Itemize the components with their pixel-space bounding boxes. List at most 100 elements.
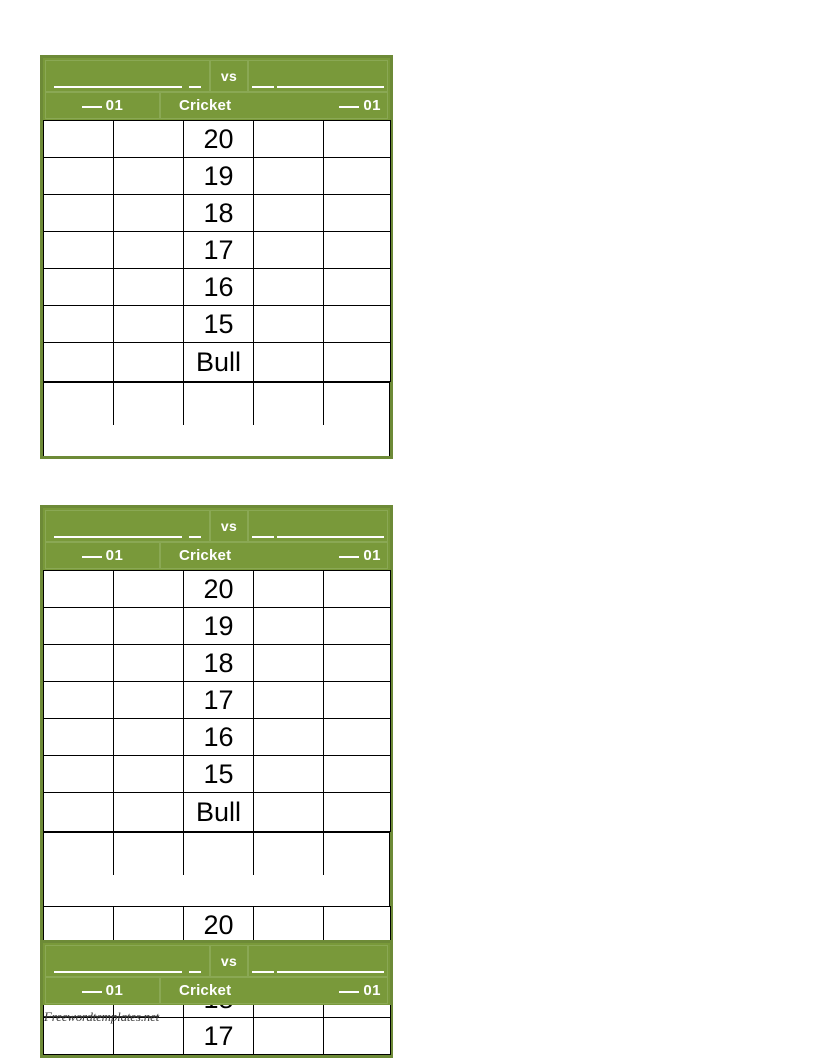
mark-cell-p2-a[interactable] (253, 644, 324, 682)
totals-divider-3 (253, 833, 254, 875)
mark-cell-p2-b[interactable] (323, 305, 391, 343)
mark-cell-p2-a[interactable] (253, 718, 324, 756)
mark-cell-p1-b[interactable] (113, 231, 184, 269)
scorecard-header: vs 01 Cricket 01 (43, 943, 390, 1005)
mark-cell-p1-a[interactable] (43, 305, 114, 343)
player-left-name-field[interactable] (45, 510, 210, 542)
mark-cell-p1-b[interactable] (113, 644, 184, 682)
mark-cell-p1-b[interactable] (113, 120, 184, 158)
cricket-grid-body: 20 19 18 17 (43, 570, 391, 832)
mark-cell-p2-a[interactable] (253, 906, 324, 944)
mark-cell-p1-a[interactable] (43, 570, 114, 608)
mark-cell-p2-a[interactable] (253, 792, 324, 832)
score-right-label: 01 (339, 97, 381, 114)
mark-cell-p1-a[interactable] (43, 906, 114, 944)
mark-cell-p2-a[interactable] (253, 305, 324, 343)
score-left-label: 01 (81, 547, 124, 564)
player-right-name-field[interactable] (248, 945, 388, 977)
game-name-label: Cricket (179, 547, 232, 564)
mark-cell-p1-a[interactable] (43, 342, 114, 382)
mark-cell-p2-b[interactable] (323, 342, 391, 382)
mark-cell-p1-a[interactable] (43, 644, 114, 682)
mark-cell-p2-a[interactable] (253, 570, 324, 608)
table-row: 16 (43, 268, 391, 306)
player-right-extra-line (252, 86, 274, 88)
mark-cell-p2-b[interactable] (323, 755, 391, 793)
mark-cell-p1-b[interactable] (113, 906, 184, 944)
mark-cell-p1-b[interactable] (113, 157, 184, 195)
table-row: 17 (43, 1017, 391, 1055)
table-row: Bull (43, 342, 391, 382)
mark-cell-p1-a[interactable] (43, 157, 114, 195)
score-left-cell[interactable]: 01 (45, 542, 160, 569)
target-label: 18 (183, 194, 254, 232)
mark-cell-p2-b[interactable] (323, 607, 391, 645)
mark-cell-p1-b[interactable] (113, 570, 184, 608)
mark-cell-p2-a[interactable] (253, 268, 324, 306)
table-row: 17 (43, 231, 391, 269)
mark-cell-p2-b[interactable] (323, 681, 391, 719)
mark-cell-p2-b[interactable] (323, 268, 391, 306)
mark-cell-p1-b[interactable] (113, 305, 184, 343)
game-title-cell: Cricket 01 (160, 92, 388, 119)
mark-cell-p2-a[interactable] (253, 681, 324, 719)
mark-cell-p1-b[interactable] (113, 1017, 184, 1055)
mark-cell-p2-b[interactable] (323, 194, 391, 232)
score-left-cell[interactable]: 01 (45, 977, 160, 1004)
mark-cell-p1-b[interactable] (113, 755, 184, 793)
player-right-extra-line (252, 536, 274, 538)
mark-cell-p2-b[interactable] (323, 718, 391, 756)
mark-cell-p2-b[interactable] (323, 120, 391, 158)
scorecard-header: vs 01 Cricket 01 (43, 508, 390, 570)
mark-cell-p2-b[interactable] (323, 1017, 391, 1055)
totals-row[interactable] (43, 382, 390, 456)
target-label: 16 (183, 718, 254, 756)
score-right-label: 01 (339, 982, 381, 999)
mark-cell-p2-a[interactable] (253, 607, 324, 645)
mark-cell-p1-b[interactable] (113, 607, 184, 645)
target-label: 15 (183, 755, 254, 793)
mark-cell-p2-b[interactable] (323, 157, 391, 195)
player-left-name-field[interactable] (45, 60, 210, 92)
cricket-grid: 20 19 18 17 (43, 570, 391, 832)
mark-cell-p1-b[interactable] (113, 194, 184, 232)
mark-cell-p1-a[interactable] (43, 607, 114, 645)
mark-cell-p2-b[interactable] (323, 792, 391, 832)
mark-cell-p1-a[interactable] (43, 194, 114, 232)
mark-cell-p1-b[interactable] (113, 342, 184, 382)
mark-cell-p2-a[interactable] (253, 755, 324, 793)
mark-cell-p2-a[interactable] (253, 120, 324, 158)
table-row: 20 (43, 570, 391, 608)
player-left-name-field[interactable] (45, 945, 210, 977)
totals-row[interactable] (43, 832, 390, 906)
mark-cell-p2-b[interactable] (323, 906, 391, 944)
score-left-cell[interactable]: 01 (45, 92, 160, 119)
totals-divider-4 (323, 833, 324, 875)
mark-cell-p2-a[interactable] (253, 342, 324, 382)
mark-cell-p2-b[interactable] (323, 231, 391, 269)
mark-cell-p1-a[interactable] (43, 681, 114, 719)
player-right-write-line (277, 86, 384, 88)
mark-cell-p1-a[interactable] (43, 120, 114, 158)
mark-cell-p2-a[interactable] (253, 1017, 324, 1055)
mark-cell-p1-a[interactable] (43, 268, 114, 306)
mark-cell-p1-b[interactable] (113, 718, 184, 756)
player-right-name-field[interactable] (248, 510, 388, 542)
mark-cell-p1-b[interactable] (113, 792, 184, 832)
mark-cell-p1-b[interactable] (113, 681, 184, 719)
player-right-name-field[interactable] (248, 60, 388, 92)
mark-cell-p2-b[interactable] (323, 570, 391, 608)
mark-cell-p2-a[interactable] (253, 231, 324, 269)
mark-cell-p2-b[interactable] (323, 644, 391, 682)
table-row: 19 (43, 607, 391, 645)
mark-cell-p2-a[interactable] (253, 194, 324, 232)
mark-cell-p1-b[interactable] (113, 268, 184, 306)
mark-cell-p1-a[interactable] (43, 718, 114, 756)
player-left-write-line (54, 86, 182, 88)
mark-cell-p1-a[interactable] (43, 792, 114, 832)
scorecard-header: vs 01 Cricket 01 (43, 58, 390, 120)
mark-cell-p1-a[interactable] (43, 231, 114, 269)
mark-cell-p2-a[interactable] (253, 157, 324, 195)
table-row: 19 (43, 157, 391, 195)
mark-cell-p1-a[interactable] (43, 755, 114, 793)
